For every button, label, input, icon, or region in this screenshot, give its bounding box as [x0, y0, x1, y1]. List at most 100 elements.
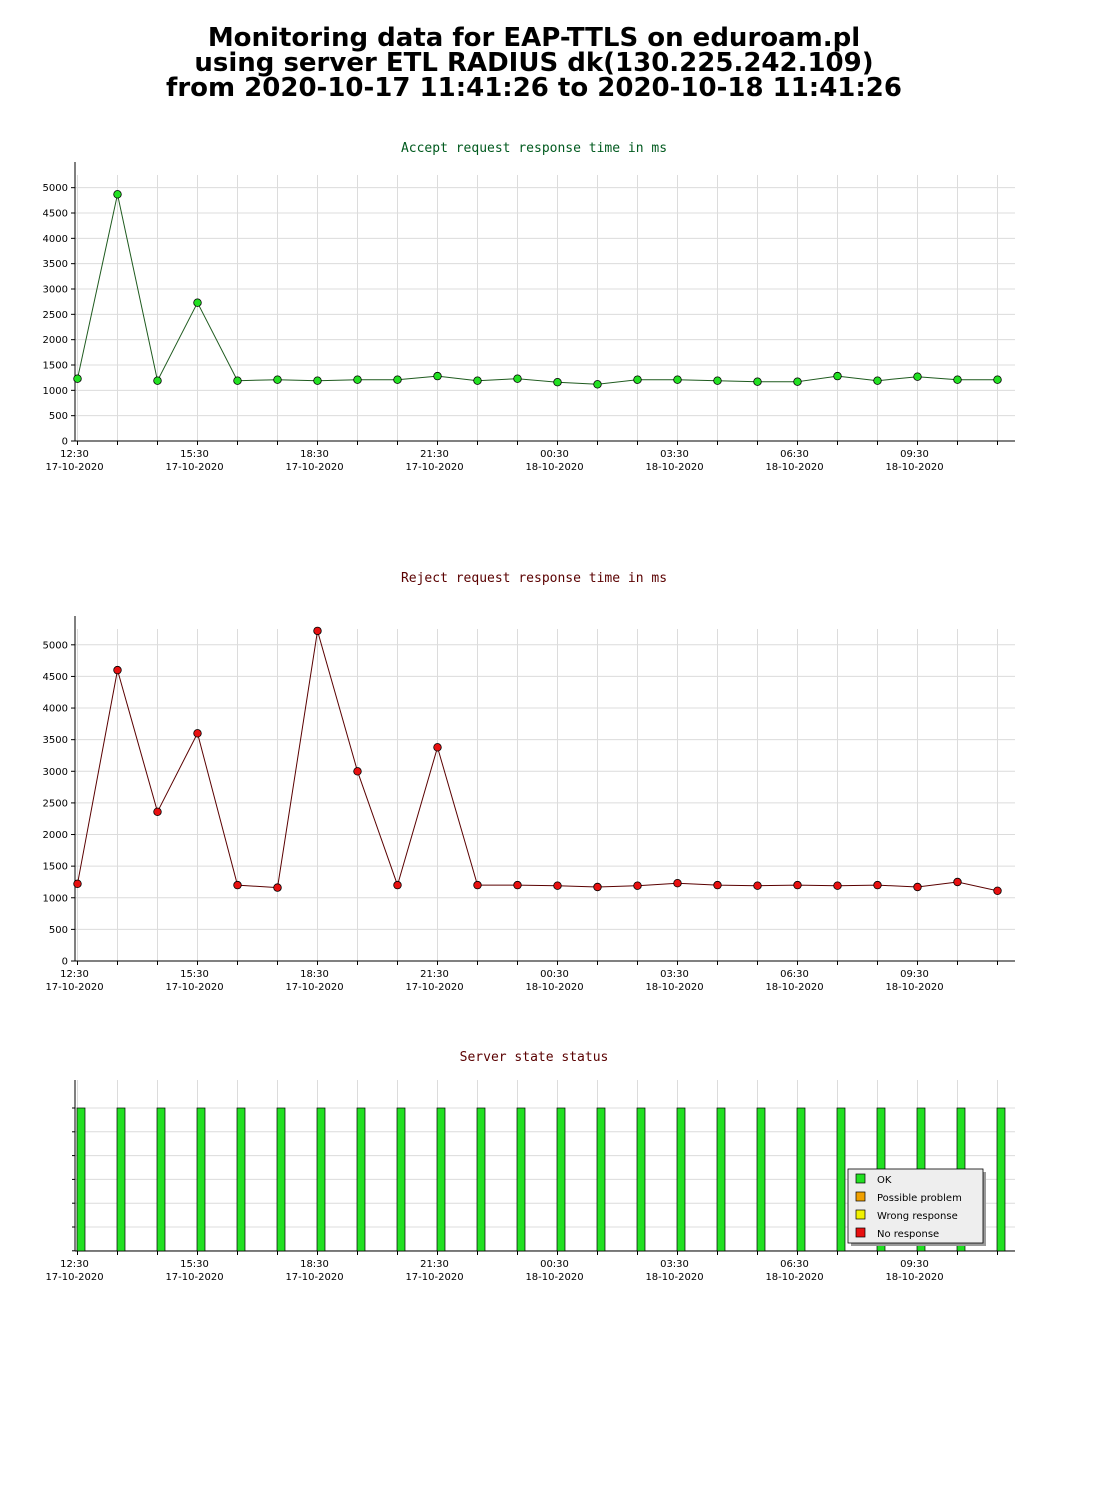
x-tick-label-time: 03:30 — [660, 969, 689, 980]
x-tick-label-time: 15:30 — [180, 449, 209, 460]
accept-data-point — [113, 190, 122, 199]
accept-data-point — [513, 374, 522, 383]
reject-data-point — [673, 879, 682, 888]
reject-data-point — [833, 881, 842, 890]
x-tick-label-date: 18-10-2020 — [525, 462, 583, 473]
status-bar — [516, 1107, 526, 1252]
x-tick-label-time: 09:30 — [900, 1259, 929, 1270]
x-tick-label-date: 18-10-2020 — [885, 462, 943, 473]
status-bar — [556, 1107, 566, 1252]
status-bar — [76, 1107, 86, 1252]
y-tick-label: 5000 — [43, 640, 68, 651]
x-tick-label-time: 00:30 — [540, 449, 569, 460]
reject-data-point — [433, 743, 442, 752]
reject-chart-title: Reject request response time in ms — [400, 571, 668, 586]
legend-label: No response — [877, 1229, 939, 1240]
reject-data-point — [73, 879, 82, 888]
x-tick-label-date: 17-10-2020 — [45, 1272, 103, 1283]
accept-data-point — [393, 375, 402, 384]
accept-data-point — [793, 377, 802, 386]
y-tick-label: 2500 — [43, 310, 68, 321]
reject-data-point — [233, 880, 242, 890]
accept-data-point — [633, 375, 642, 384]
reject-data-point — [593, 882, 602, 892]
reject-series-line — [77, 630, 998, 892]
y-tick-label: 2500 — [43, 798, 68, 809]
status-bar — [196, 1107, 206, 1252]
page-title-line-2: using server ETL RADIUS dk(130.225.242.1… — [194, 48, 874, 78]
status-bar — [116, 1107, 126, 1252]
status-bar — [636, 1107, 646, 1252]
status-bar — [476, 1107, 486, 1252]
y-tick-label: 3000 — [43, 767, 68, 778]
page-title: Monitoring data for EAP-TTLS on eduroam.… — [0, 25, 1068, 101]
x-tick-label-date: 17-10-2020 — [405, 1272, 463, 1283]
accept-data-point — [73, 374, 82, 383]
x-tick-label-time: 06:30 — [780, 969, 809, 980]
status-bar — [156, 1107, 166, 1252]
accept-data-point — [713, 376, 722, 385]
accept-data-point — [673, 375, 682, 384]
x-tick-label-time: 15:30 — [180, 1259, 209, 1270]
x-tick-label-date: 17-10-2020 — [165, 462, 223, 473]
reject-data-point — [553, 881, 562, 890]
x-tick-label-time: 12:30 — [60, 1259, 89, 1270]
x-tick-label-time: 09:30 — [900, 449, 929, 460]
x-tick-label-time: 12:30 — [60, 449, 89, 460]
x-tick-label-date: 18-10-2020 — [885, 982, 943, 993]
accept-response-chart: 0 500 1000 1500 2000 2500 3000 3500 4000 4500 5000… — [43, 162, 1015, 473]
x-tick-label-time: 21:30 — [420, 1259, 449, 1270]
y-tick-label: 2000 — [43, 335, 68, 346]
accept-data-point — [873, 376, 882, 385]
status-bar — [316, 1107, 326, 1252]
legend-label: Wrong response — [877, 1211, 958, 1222]
x-tick-label-time: 18:30 — [300, 969, 329, 980]
x-tick-label-date: 18-10-2020 — [645, 982, 703, 993]
reject-data-point — [473, 880, 482, 890]
y-tick-label: 3000 — [43, 285, 68, 296]
status-bar — [596, 1107, 606, 1252]
x-tick-label-time: 09:30 — [900, 969, 929, 980]
reject-data-point — [753, 881, 762, 890]
accept-data-point — [313, 376, 322, 385]
reject-data-point — [953, 877, 962, 887]
x-tick-label-time: 21:30 — [420, 449, 449, 460]
y-tick-label: 4000 — [43, 704, 68, 715]
accept-data-point — [353, 375, 362, 384]
accept-data-point — [193, 298, 202, 307]
reject-data-point — [793, 880, 802, 890]
y-tick-label: 0 — [62, 957, 68, 968]
y-tick-label: 1500 — [43, 361, 68, 372]
status-bar — [796, 1107, 806, 1252]
reject-data-point — [913, 882, 922, 892]
y-tick-label: 0 — [62, 437, 68, 448]
reject-data-point — [193, 729, 202, 738]
status-chart-title: Server state status — [459, 1050, 609, 1065]
status-bar — [276, 1107, 286, 1252]
status-bar — [716, 1107, 726, 1252]
y-tick-label: 1500 — [43, 862, 68, 873]
x-tick-label-date: 18-10-2020 — [885, 1272, 943, 1283]
legend-swatch — [855, 1209, 866, 1220]
accept-data-point — [953, 375, 962, 384]
reject-data-point — [513, 880, 522, 890]
reject-response-chart: 0 500 1000 1500 2000 2500 3000 3500 4000 4500 5000… — [43, 616, 1015, 993]
x-tick-label-date: 17-10-2020 — [405, 462, 463, 473]
x-tick-label-time: 03:30 — [660, 1259, 689, 1270]
accept-data-point — [833, 371, 842, 381]
accept-data-point — [913, 372, 922, 381]
x-tick-label-date: 18-10-2020 — [645, 1272, 703, 1283]
reject-data-point — [633, 881, 642, 890]
x-tick-label-date: 17-10-2020 — [405, 982, 463, 993]
reject-data-point — [713, 880, 722, 890]
x-tick-label-time: 06:30 — [780, 449, 809, 460]
x-tick-label-date: 18-10-2020 — [645, 462, 703, 473]
reject-data-point — [273, 883, 282, 892]
status-bar — [236, 1107, 246, 1252]
x-tick-label-date: 18-10-2020 — [765, 1272, 823, 1283]
y-tick-label: 1000 — [43, 386, 68, 397]
x-tick-label-date: 17-10-2020 — [45, 982, 103, 993]
y-tick-label: 3500 — [43, 735, 68, 746]
reject-data-point — [313, 626, 322, 636]
accept-data-point — [993, 375, 1002, 384]
